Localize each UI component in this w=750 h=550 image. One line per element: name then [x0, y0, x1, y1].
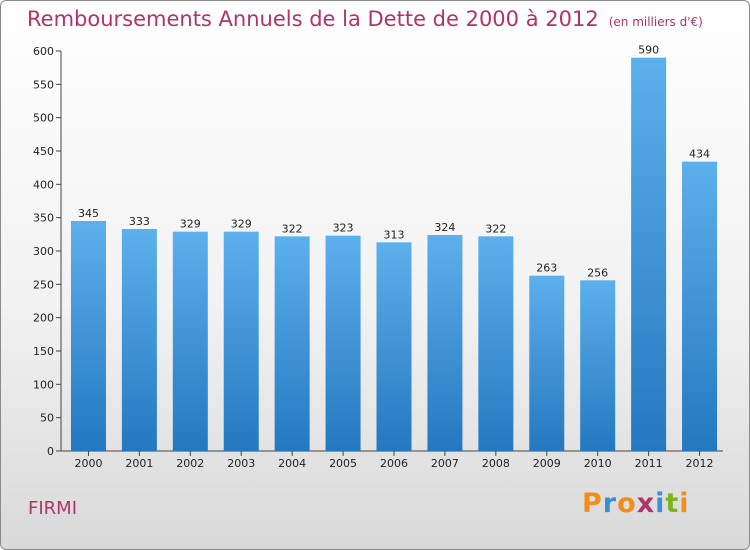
logo-letter: t: [665, 488, 680, 519]
bar-value-label: 324: [434, 221, 455, 234]
y-tick-label: 450: [33, 145, 54, 158]
bar: [427, 235, 463, 451]
x-tick-label: 2005: [329, 457, 357, 470]
commune-name: FIRMI: [28, 498, 78, 519]
bar: [580, 280, 616, 451]
axes: 0 50 100 150 200 250 300 350 400 450 500 550 600 2000…: [33, 45, 723, 470]
bar: [529, 275, 565, 451]
bar: [478, 236, 514, 451]
x-tick-label: 2002: [176, 457, 204, 470]
proxiti-logo: Proxiti: [582, 488, 690, 519]
bar: [631, 57, 667, 452]
bar-value-label: 256: [587, 266, 608, 279]
x-tick-label: 2012: [686, 457, 714, 470]
y-tick-label: 0: [47, 445, 54, 458]
y-tick-label: 400: [33, 178, 54, 191]
bar-value-label: 313: [384, 228, 405, 241]
bar-value-label: 322: [485, 222, 506, 235]
bar: [325, 235, 361, 451]
logo-letter: x: [636, 488, 656, 519]
logo-letter: i: [679, 488, 690, 519]
bar: [223, 231, 259, 451]
bar-value-label: 322: [282, 222, 303, 235]
bar: [70, 221, 106, 451]
bar: [121, 229, 157, 451]
x-tick-label: 2010: [584, 457, 612, 470]
x-tick-label: 2011: [635, 457, 663, 470]
chart-unit: (en milliers d'€): [608, 15, 703, 29]
bar-value-label: 323: [333, 222, 354, 235]
x-tick-label: 2001: [125, 457, 153, 470]
bar-value-label: 434: [689, 148, 710, 161]
bar: [376, 242, 412, 451]
x-tick-label: 2003: [227, 457, 255, 470]
y-tick-label: 200: [33, 312, 54, 325]
x-tick-label: 2009: [533, 457, 561, 470]
logo-letter: i: [655, 488, 666, 519]
x-tick-label: 2004: [278, 457, 306, 470]
y-tick-label: 300: [33, 245, 54, 258]
bar-value-label: 345: [78, 207, 99, 220]
x-tick-label: 2000: [74, 457, 102, 470]
y-tick-label: 150: [33, 345, 54, 358]
bar-value-label: 329: [180, 218, 201, 231]
y-tick-label: 550: [33, 78, 54, 91]
logo-letter: P: [582, 488, 603, 519]
logo-letter: r: [602, 488, 618, 519]
bar: [274, 236, 310, 451]
bar: [682, 161, 718, 451]
x-tick-label: 2006: [380, 457, 408, 470]
y-tick-label: 250: [33, 278, 54, 291]
y-tick-label: 350: [33, 212, 54, 225]
y-tick-label: 100: [33, 378, 54, 391]
bar-value-label: 263: [536, 262, 557, 275]
y-tick-label: 50: [40, 412, 54, 425]
bar: [172, 231, 208, 451]
bar-value-label: 590: [638, 44, 659, 57]
logo-letter: o: [617, 488, 637, 519]
bar-value-label: 333: [129, 215, 150, 228]
x-tick-label: 2007: [431, 457, 459, 470]
y-tick-label: 600: [33, 45, 54, 58]
x-tick-label: 2008: [482, 457, 510, 470]
bar-value-label: 329: [231, 218, 252, 231]
chart-title: Remboursements Annuels de la Dette de 20…: [27, 7, 703, 31]
bars: 345 333 329 329 322 323 313 324 322 263 256 590 434: [70, 44, 718, 452]
y-tick-label: 500: [33, 112, 54, 125]
